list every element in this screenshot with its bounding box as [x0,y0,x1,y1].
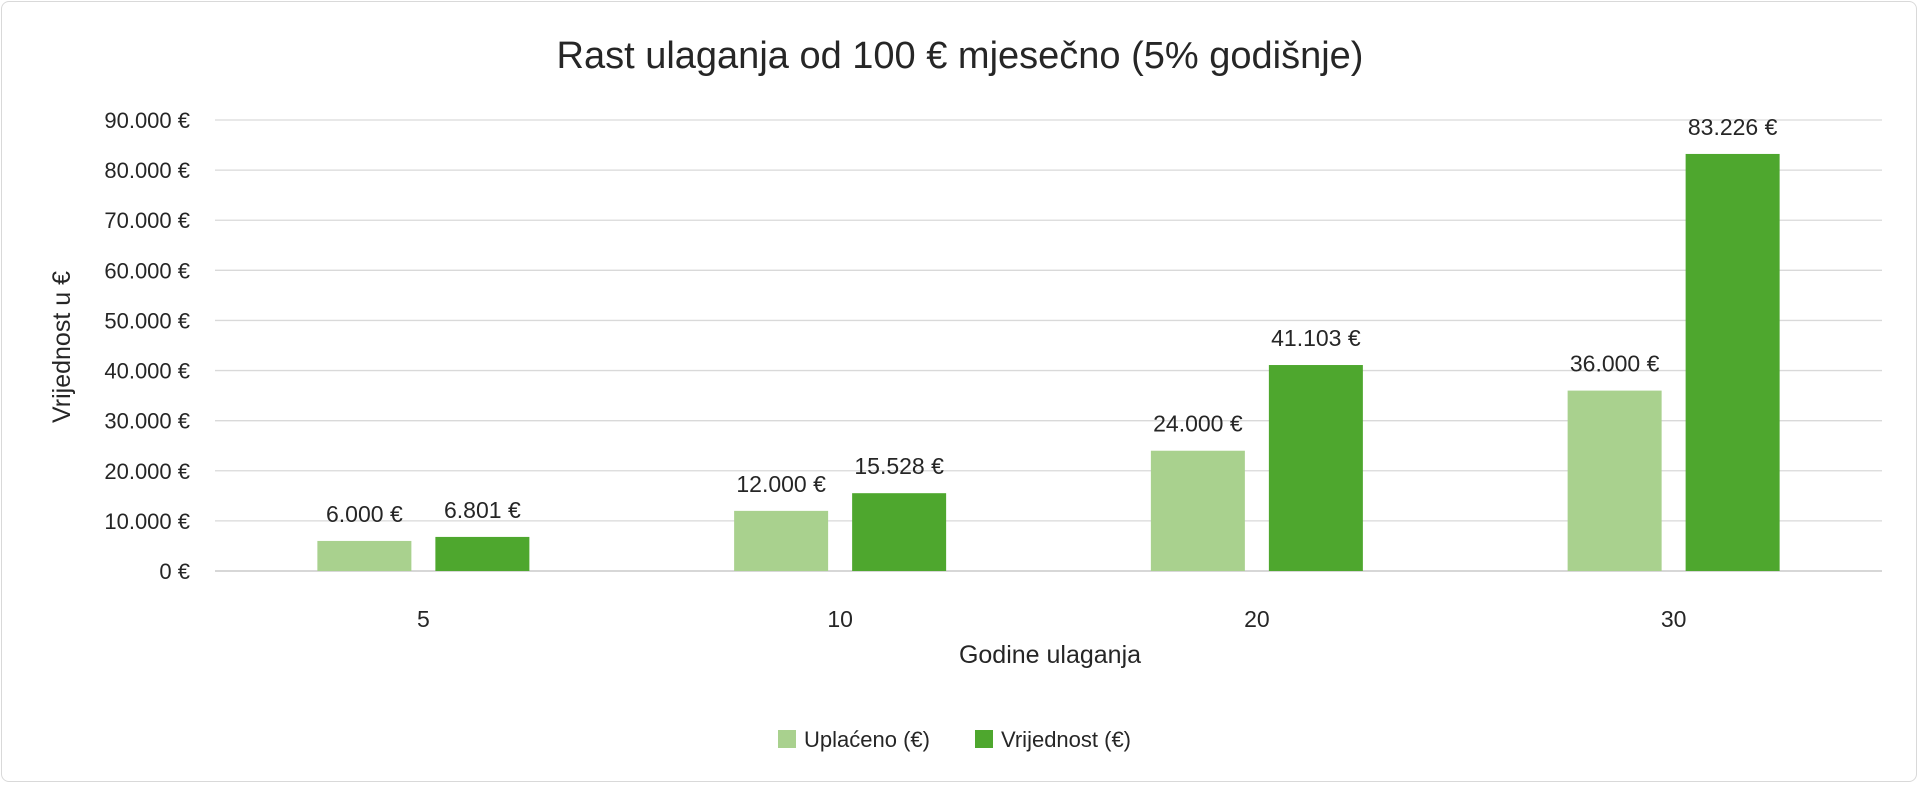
data-label: 12.000 € [736,471,826,497]
y-axis-tick-labels: 0 € 10.000 € 20.000 € 30.000 € 40.000 € 50.00… [104,108,190,584]
bar-uplaceno-20 [1150,450,1245,571]
data-label: 6.801 € [444,497,521,523]
y-tick-label: 0 € [159,559,190,584]
y-tick-label: 60.000 € [104,258,190,283]
legend-label: Vrijednost (€) [1001,727,1131,752]
data-label: 41.103 € [1271,325,1361,351]
y-tick-label: 20.000 € [104,459,190,484]
data-labels: 6.000 € 6.801 € 12.000 € 15.528 € 24.000 € 41… [326,114,1778,527]
bar-uplaceno-30 [1567,390,1662,571]
legend-label: Uplaćeno (€) [804,727,930,752]
y-tick-label: 30.000 € [104,409,190,434]
y-tick-label: 40.000 € [104,359,190,384]
y-tick-label: 50.000 € [104,308,190,333]
bar-uplaceno-5 [317,540,412,571]
data-label: 36.000 € [1570,351,1660,377]
bar-vrijednost-20 [1268,365,1363,571]
y-tick-label: 10.000 € [104,509,190,534]
x-tick-label: 20 [1244,606,1270,632]
bar-vrijednost-10 [852,493,947,571]
bars [317,153,1780,572]
legend: Uplaćeno (€) Vrijednost (€) [778,727,1131,752]
x-tick-label: 30 [1661,606,1687,632]
x-tick-label: 10 [827,606,853,632]
y-tick-label: 90.000 € [104,108,190,133]
data-label: 83.226 € [1688,114,1778,140]
data-label: 6.000 € [326,501,403,527]
legend-swatch [975,730,993,748]
legend-swatch [778,730,796,748]
x-axis-title: Godine ulaganja [959,641,1141,669]
x-tick-label: 5 [417,606,430,632]
x-axis-tick-labels: 5 10 20 30 [417,606,1686,632]
chart-title: Rast ulaganja od 100 € mjesečno (5% godi… [557,35,1364,77]
y-axis-title: Vrijednost u € [48,271,76,423]
bar-uplaceno-10 [734,510,829,571]
y-tick-label: 80.000 € [104,158,190,183]
gridlines [215,119,1882,572]
data-label: 15.528 € [854,453,944,479]
y-tick-label: 70.000 € [104,208,190,233]
bar-vrijednost-30 [1685,153,1780,572]
bar-vrijednost-5 [435,536,530,571]
data-label: 24.000 € [1153,411,1243,437]
